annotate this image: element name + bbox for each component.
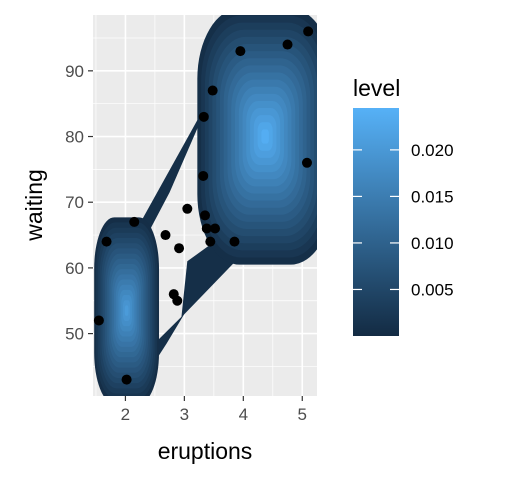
x-tick-label: 4 — [239, 405, 248, 424]
legend-colorbar — [353, 108, 399, 336]
legend-tick-label: 0.020 — [411, 141, 454, 160]
axes-layer: 2 3 4 5 50 60 70 80 90 — [65, 62, 307, 424]
data-point — [210, 223, 221, 234]
legend: level 0.005 0.010 0.015 0.020 — [353, 75, 454, 336]
data-point — [303, 26, 314, 37]
data-point — [301, 157, 312, 168]
legend-title: level — [353, 75, 400, 101]
y-tick-label: 80 — [65, 128, 84, 147]
x-tick-label: 5 — [298, 405, 307, 424]
data-point — [201, 223, 212, 234]
data-point — [229, 236, 240, 247]
legend-ticks: 0.005 0.010 0.015 0.020 — [353, 141, 454, 299]
data-point — [93, 315, 104, 326]
data-point — [160, 230, 171, 241]
data-point — [172, 295, 183, 306]
density-band-upper-left — [122, 90, 214, 255]
y-tick-label: 70 — [65, 193, 84, 212]
data-point — [129, 216, 140, 227]
data-point — [235, 46, 246, 57]
data-point — [198, 170, 209, 181]
data-point — [207, 85, 218, 96]
data-point — [182, 203, 193, 214]
y-tick-label: 60 — [65, 259, 84, 278]
density-band-lower-tail — [151, 313, 185, 367]
x-tick-label: 2 — [121, 405, 130, 424]
legend-tick-label: 0.015 — [411, 187, 454, 206]
y-axis-title: waiting — [21, 169, 47, 242]
points-layer — [93, 26, 314, 385]
data-point — [101, 236, 112, 247]
data-point — [174, 243, 185, 254]
x-axis-title: eruptions — [158, 438, 253, 464]
data-point — [121, 374, 132, 385]
y-tick-label: 50 — [65, 325, 84, 344]
density-level-lower-17 — [124, 305, 129, 316]
y-tick-label: 90 — [65, 62, 84, 81]
data-point — [198, 111, 209, 122]
data-point — [282, 39, 293, 50]
density-layer — [94, 15, 317, 396]
data-point — [205, 236, 216, 247]
x-tick-label: 3 — [180, 405, 189, 424]
density-level-upper-17 — [261, 129, 269, 144]
legend-tick-label: 0.010 — [411, 234, 454, 253]
data-point — [200, 210, 210, 221]
legend-tick-label: 0.005 — [411, 280, 454, 299]
